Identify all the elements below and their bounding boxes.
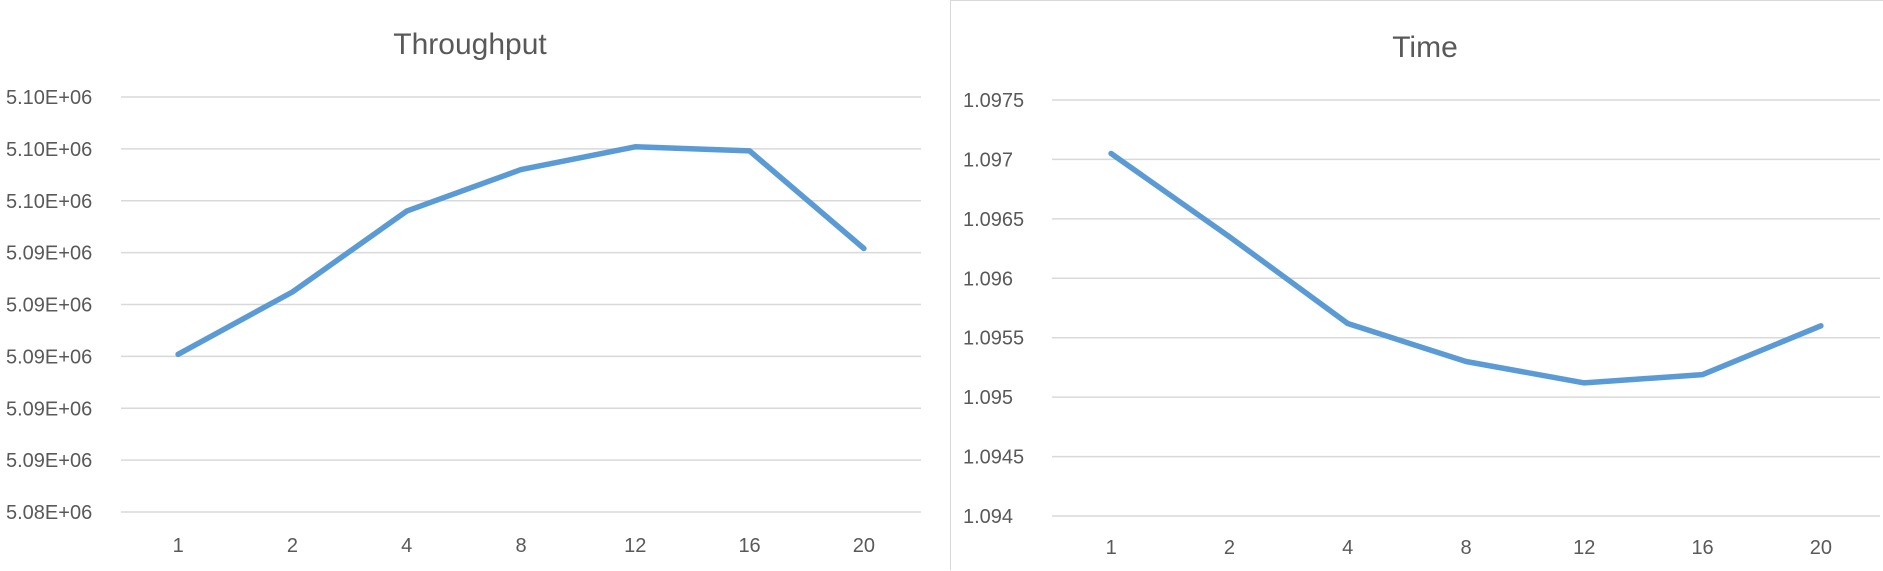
x-tick-label: 20 — [853, 535, 875, 557]
x-tick-label: 16 — [1691, 537, 1713, 559]
y-tick-label: 1.094 — [963, 506, 1013, 528]
time-chart-panel: Time 1.094 1.0945 1.095 1.0955 1.096 1.0965 1.… — [950, 0, 1883, 570]
x-tick-label: 4 — [401, 535, 412, 557]
y-tick-label: 5.10E+06 — [6, 191, 92, 213]
y-tick-label: 1.096 — [963, 268, 1013, 290]
throughput-chart: Throughput 5.08E+06 5.09E+06 5.09E+06 5.09E… — [6, 28, 921, 557]
chart-title: Throughput — [393, 28, 547, 61]
x-tick-label: 20 — [1810, 537, 1832, 559]
y-tick-label: 5.09E+06 — [6, 243, 92, 265]
chart-title: Time — [1392, 31, 1458, 64]
data-point — [518, 167, 524, 173]
y-tick-label: 1.095 — [963, 387, 1013, 409]
time-chart: Time 1.094 1.0945 1.095 1.0955 1.096 1.0965 1.… — [963, 31, 1880, 559]
y-tick-label: 1.0955 — [963, 328, 1024, 350]
y-tick-label: 5.08E+06 — [6, 502, 92, 524]
data-point — [1226, 234, 1232, 240]
x-tick-label: 8 — [1460, 537, 1471, 559]
x-tick-label: 1 — [1106, 537, 1117, 559]
x-tick-label: 8 — [515, 535, 526, 557]
y-tick-label: 5.09E+06 — [6, 450, 92, 472]
series-line — [1108, 150, 1824, 386]
x-tick-label: 2 — [287, 535, 298, 557]
data-point — [1345, 320, 1351, 326]
x-tick-label: 2 — [1224, 537, 1235, 559]
data-point — [1108, 150, 1114, 156]
x-tick-label: 12 — [1573, 537, 1595, 559]
data-point — [1818, 323, 1824, 329]
data-point — [1463, 358, 1469, 364]
x-tick-label: 12 — [624, 535, 646, 557]
x-tick-label: 1 — [173, 535, 184, 557]
data-point — [289, 289, 295, 295]
data-point — [1581, 380, 1587, 386]
y-tick-label: 5.10E+06 — [6, 139, 92, 161]
series-line — [175, 144, 867, 358]
data-point — [1700, 372, 1706, 378]
y-tick-label: 5.09E+06 — [6, 398, 92, 420]
data-point — [632, 144, 638, 150]
data-point — [175, 351, 181, 357]
x-tick-label: 4 — [1342, 537, 1353, 559]
throughput-chart-panel: Throughput 5.08E+06 5.09E+06 5.09E+06 5.09E… — [6, 28, 921, 557]
data-point — [861, 245, 867, 251]
y-tick-label: 5.09E+06 — [6, 295, 92, 317]
data-point — [747, 148, 753, 154]
x-tick-label: 16 — [738, 535, 760, 557]
data-point — [404, 208, 410, 214]
y-tick-label: 1.097 — [963, 149, 1013, 171]
y-tick-label: 1.0945 — [963, 447, 1024, 469]
y-tick-label: 1.0975 — [963, 90, 1024, 112]
y-tick-label: 5.10E+06 — [6, 87, 92, 109]
y-tick-label: 1.0965 — [963, 209, 1024, 231]
y-tick-label: 5.09E+06 — [6, 346, 92, 368]
